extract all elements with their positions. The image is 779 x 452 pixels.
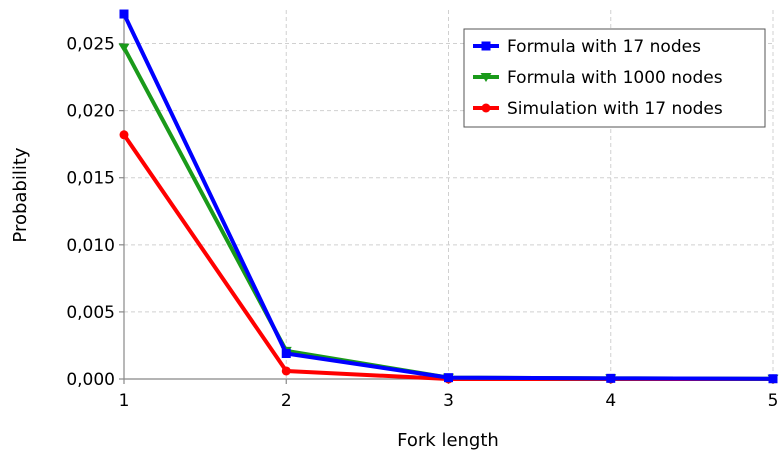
legend-label: Formula with 17 nodes — [507, 37, 701, 57]
legend-item: Simulation with 17 nodes — [473, 99, 723, 119]
x-tick-label: 1 — [119, 391, 130, 411]
legend-label: Simulation with 17 nodes — [507, 99, 723, 119]
x-tick-label: 4 — [605, 391, 616, 411]
y-tick-label: 0,000 — [66, 370, 115, 390]
series-0 — [119, 9, 778, 384]
x-tick-label: 2 — [281, 391, 292, 411]
y-tick-label: 0,010 — [66, 236, 115, 256]
data-point — [281, 366, 291, 376]
y-tick-label: 0,025 — [66, 35, 115, 55]
series — [118, 9, 779, 384]
y-axis-title: Probability — [10, 147, 31, 242]
data-point — [444, 373, 453, 383]
y-tick-label: 0,005 — [66, 303, 115, 323]
data-point — [606, 373, 616, 383]
y-tick-label: 0,015 — [66, 169, 115, 189]
legend: Formula with 17 nodes Formula with 1000 n… — [463, 28, 766, 128]
x-tick-label: 5 — [768, 391, 779, 411]
data-point — [118, 43, 130, 53]
legend-box — [463, 28, 766, 128]
data-point — [119, 9, 129, 19]
y-tick-label: 0,020 — [66, 102, 115, 122]
legend-item: Formula with 1000 nodes — [473, 68, 723, 88]
data-point — [281, 349, 291, 359]
legend-swatch-marker — [481, 103, 491, 113]
ticks: 1 2 3 4 5 0,000 0,005 0,010 0,015 0,020 0,025 — [66, 35, 778, 411]
data-point — [119, 130, 129, 140]
x-tick-label: 3 — [443, 391, 454, 411]
legend-item: Formula with 17 nodes — [473, 37, 701, 57]
legend-swatch-marker — [481, 41, 491, 51]
x-axis-title: Fork length — [397, 430, 499, 451]
legend-swatch-marker — [480, 73, 492, 82]
data-point — [768, 374, 778, 384]
legend-label: Formula with 1000 nodes — [507, 68, 723, 88]
